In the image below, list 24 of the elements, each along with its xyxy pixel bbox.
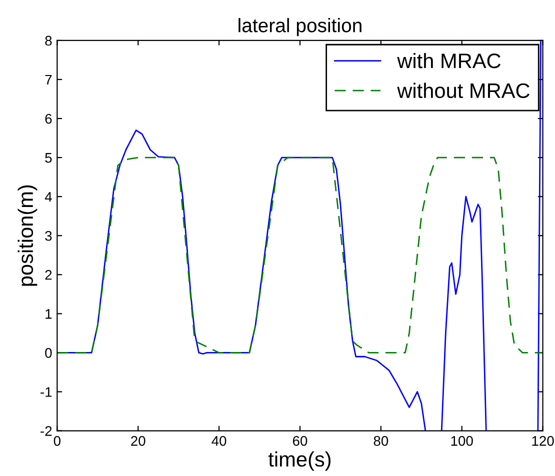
line-series (57, 156, 543, 354)
x-tick-label: 80 (374, 436, 388, 446)
x-axis-title: time(s) (268, 451, 331, 471)
y-tick-label: 4 (44, 192, 52, 202)
x-tick-label: 60 (292, 436, 308, 446)
x-tick-label: 100 (451, 436, 473, 446)
y-tick-label: 6 (45, 114, 52, 124)
y-tick-label: 8 (45, 36, 52, 46)
chart-title: lateral position (238, 18, 362, 36)
y-tick-label: 0 (45, 348, 52, 358)
x-tick-label: 120 (532, 436, 554, 446)
x-tick-label: 40 (212, 436, 226, 446)
y-tick-label: 2 (45, 270, 52, 280)
y-tick-label: 1 (46, 309, 52, 319)
y-axis-title: position(m) (18, 185, 38, 286)
y-tick-label: 7 (45, 74, 52, 85)
y-tick-label: 5 (45, 153, 52, 163)
x-tick-label: 20 (131, 436, 146, 446)
y-tick-label: -1 (40, 387, 52, 397)
legend-label: with MRAC (397, 52, 501, 68)
legend-label: without MRAC (397, 82, 530, 98)
x-tick-label: 0 (54, 436, 60, 446)
y-tick-label: -2 (40, 426, 52, 436)
y-tick-label: 3 (45, 230, 52, 241)
